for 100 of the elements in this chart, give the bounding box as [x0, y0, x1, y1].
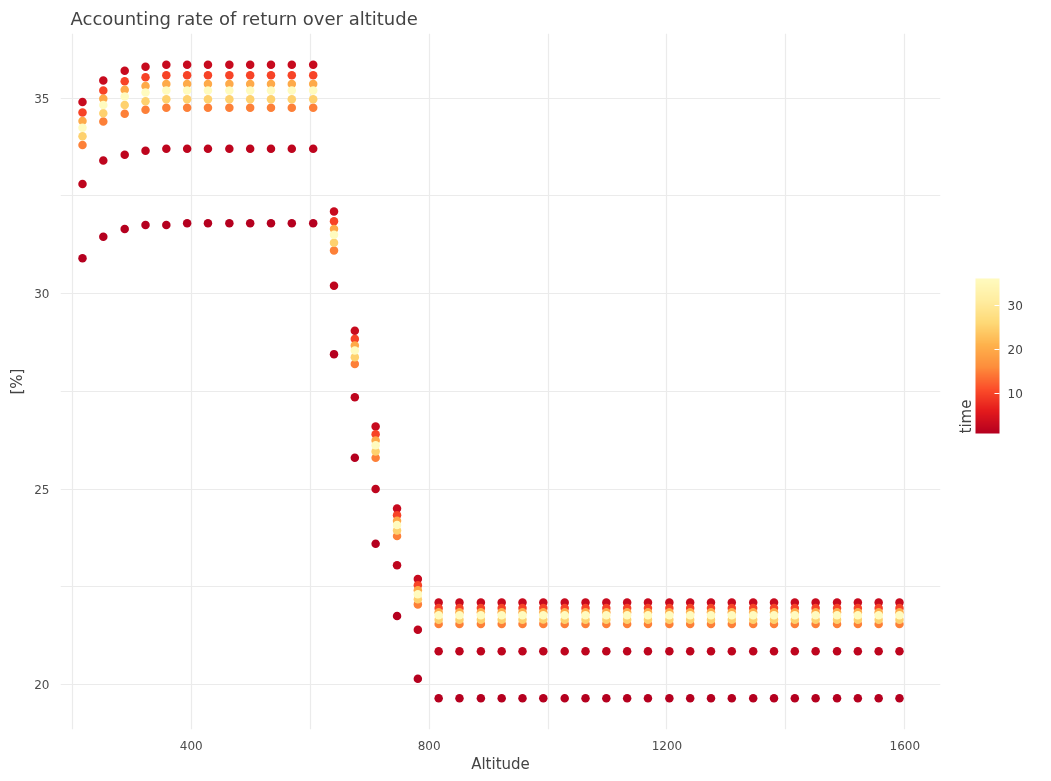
point — [182, 60, 192, 70]
point — [120, 66, 129, 75]
point — [476, 693, 486, 703]
point — [245, 60, 255, 70]
point — [78, 97, 87, 107]
point — [706, 647, 716, 656]
point — [455, 611, 464, 620]
point — [141, 73, 150, 82]
point — [141, 105, 150, 114]
point — [874, 647, 883, 656]
point — [790, 611, 800, 620]
point — [413, 589, 423, 599]
point — [141, 220, 150, 230]
point — [539, 647, 548, 656]
point — [162, 60, 171, 70]
chart-title: Accounting rate of return over altitude — [70, 7, 418, 29]
point — [287, 86, 297, 95]
point — [622, 693, 632, 703]
point — [120, 92, 129, 101]
point — [560, 647, 569, 656]
point — [99, 86, 108, 95]
point — [78, 108, 87, 117]
point — [622, 647, 632, 656]
point — [287, 103, 297, 113]
point — [120, 224, 129, 234]
point — [476, 647, 486, 656]
point — [308, 103, 318, 113]
point — [266, 144, 276, 154]
point — [245, 144, 255, 154]
point — [329, 246, 339, 255]
point — [78, 132, 87, 141]
point — [643, 647, 653, 656]
point — [245, 103, 255, 113]
point — [329, 207, 339, 216]
point — [539, 693, 548, 703]
point — [518, 693, 527, 703]
point — [371, 539, 380, 549]
point — [685, 647, 695, 656]
point — [203, 86, 213, 95]
point — [266, 94, 276, 104]
point — [99, 232, 108, 242]
point — [706, 611, 716, 620]
point — [476, 611, 486, 620]
point — [727, 611, 737, 620]
point — [748, 647, 758, 656]
point — [182, 144, 192, 154]
point — [308, 218, 318, 228]
point — [392, 561, 402, 570]
point — [329, 238, 339, 247]
point — [78, 140, 87, 150]
point — [811, 611, 820, 620]
color-bar-label: 30 — [1007, 298, 1023, 313]
point — [266, 103, 276, 113]
point — [308, 60, 318, 70]
point — [225, 71, 234, 80]
point — [78, 254, 87, 263]
point — [748, 693, 758, 703]
point — [853, 693, 863, 703]
point — [371, 422, 380, 431]
point — [665, 693, 674, 703]
point — [141, 62, 150, 71]
point — [895, 647, 904, 656]
color-bar-title: time — [956, 399, 975, 434]
point — [266, 218, 276, 228]
x-tick-label: 1600 — [889, 738, 921, 753]
point — [602, 647, 611, 656]
point — [748, 611, 758, 620]
point — [245, 71, 255, 80]
x-tick-label: 1200 — [651, 738, 683, 753]
point — [120, 109, 129, 118]
point — [162, 86, 171, 95]
point — [434, 611, 443, 620]
point — [853, 611, 863, 620]
point — [99, 156, 108, 165]
y-tick-label: 30 — [34, 287, 50, 302]
y-tick-label: 25 — [34, 482, 50, 497]
point — [225, 60, 234, 70]
point — [329, 349, 339, 359]
point — [665, 647, 674, 656]
point — [78, 179, 87, 189]
point — [329, 216, 339, 226]
point — [434, 647, 443, 656]
point — [413, 674, 423, 683]
point — [350, 346, 360, 355]
point — [790, 693, 800, 703]
point — [245, 94, 255, 104]
point — [539, 611, 548, 620]
point — [581, 693, 590, 703]
point — [392, 611, 402, 621]
point — [120, 100, 129, 110]
point — [518, 611, 527, 620]
point — [141, 88, 150, 97]
point — [622, 611, 632, 620]
color-bar-label: 20 — [1007, 342, 1023, 357]
point — [497, 693, 506, 703]
point — [99, 117, 108, 126]
point — [203, 144, 213, 154]
point — [329, 230, 339, 240]
point — [455, 647, 464, 656]
point — [287, 218, 297, 228]
